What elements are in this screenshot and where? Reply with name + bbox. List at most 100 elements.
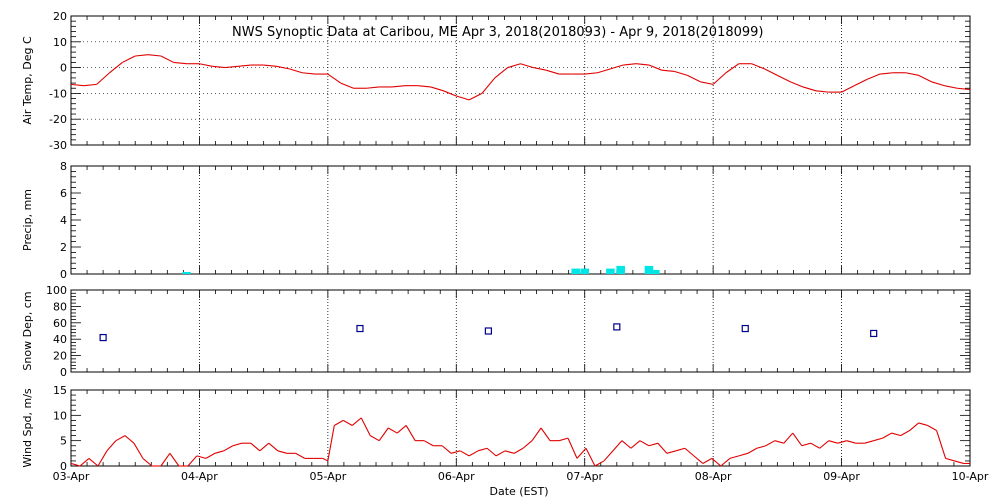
air-temp-line-segment [674,70,688,76]
wind-speed-line-segment [558,437,569,442]
air-temp-line-segment [854,78,868,87]
air-temp-line-segment [327,73,342,84]
y-tick-label: 40 [53,333,67,346]
x-tick-label: 09-Apr [823,470,860,483]
wind-speed-line-segment [891,432,901,437]
air-temp-line-segment [944,85,958,89]
air-temp-line-segment [520,63,534,69]
series-precip [182,265,660,274]
y-axis-label: Snow Dep, cm [21,291,34,370]
wind-speed-line-segment [918,422,928,426]
air-temp-line-segment [777,74,791,83]
wind-speed-line-segment [295,452,306,459]
snow-depth-point [99,333,107,342]
y-axis-label: Precip, mm [21,189,34,251]
wind-speed-line-segment [169,453,180,467]
wind-speed-line-segment [792,432,803,447]
panel-frame [70,165,971,275]
wind-speed-line-segment [133,442,144,459]
wind-speed-line-segment [477,447,488,452]
air-temp-line-segment [815,90,829,93]
x-tick-label: 10-Apr [952,470,989,483]
air-temp-line-segment [289,68,303,74]
air-temp-line-segment [623,63,637,66]
air-temp-line-segment [507,63,521,69]
snow-depth-point [356,324,364,333]
wind-speed-line-segment [954,460,964,464]
wind-speed-line-segment [639,440,650,447]
wind-speed-line-segment [540,427,551,441]
y-tick-label: 10 [53,409,67,422]
wind-speed-line-segment [756,445,766,449]
wind-speed-line-segment [486,447,497,457]
air-temp-line-segment [494,67,509,79]
y-tick-label: 0 [60,366,67,379]
x-tick-label: 04-Apr [181,470,218,483]
wind-speed-line-segment [711,457,722,467]
wind-speed-line-segment [259,442,270,452]
air-temp-line-segment [841,85,855,93]
air-temp-line-segment [109,62,123,74]
air-temp-line-segment [237,64,251,67]
snow-depth-point [613,323,621,331]
air-temp-line-segment [135,54,149,57]
y-tick-label: 0 [60,62,67,75]
wind-speed-line-segment [567,437,578,459]
y-tick-label: 6 [60,187,67,200]
air-temp-line-segment [225,65,239,69]
wind-speed-line-segment [495,450,506,457]
panel-air-temp: 20 10 0 -10 -20 -30 Air Temp, Deg C [21,10,971,152]
wind-speed-line-segment [396,425,407,434]
precip-bar [182,271,191,274]
x-tick-labels: 03-Apr 04-Apr 05-Apr 06-Apr 07-Apr 08-Apr 09-A… [53,470,989,483]
y-tick-label: 100 [46,284,67,297]
wind-speed-line-segment [70,462,81,467]
precip-bar [616,265,625,274]
air-temp-line-segment [160,55,174,63]
wind-speed-line-segment [79,457,90,467]
wind-speed-line-segment [196,455,206,459]
wind-speed-line-segment [97,450,108,467]
snow-depth-point [741,324,749,333]
air-temp-line-segment [302,72,316,75]
wind-speed-line-segment [630,440,641,449]
x-tick-label: 05-Apr [309,470,346,483]
air-temp-line-segment [610,64,624,70]
wind-speed-line-segment [369,435,380,442]
wind-speed-line-segment [873,437,883,442]
air-temp-line-segment [687,74,701,83]
panel-snow-depth: 100 80 60 40 20 0 Snow Dep, cm [21,284,971,379]
air-temp-line-segment [597,68,611,74]
wind-speed-line-segment [423,440,434,447]
precip-bar [580,268,589,274]
wind-speed-line-segment [327,425,335,462]
air-temp-line-segment [880,72,893,75]
wind-speed-line-segment [124,435,135,444]
wind-speed-line-segment [747,447,758,454]
snow-depth-point [870,329,878,338]
air-temp-line-segment [366,86,380,89]
y-tick-label: 2 [60,241,67,254]
air-temp-line-segment [764,68,778,76]
air-temp-line-segment [122,55,136,63]
wind-speed-line-segment [387,427,398,434]
wind-speed-line-segment [277,450,287,454]
air-temp-line-segment [199,63,213,67]
air-temp-line-segment [636,63,649,66]
x-axis-label: Date (EST) [489,485,548,498]
y-axis-label: Air Temp, Deg C [21,36,34,125]
wind-speed-line-segment [576,447,587,459]
wind-speed-line-segment [810,442,821,449]
panel-wind-speed: 15 10 5 0 Wind Spd, m/s [21,384,971,473]
y-tick-label: 0 [60,268,67,281]
y-tick-label: 4 [60,214,67,227]
air-temp-line-segment [456,95,470,101]
y-tick-label: 80 [53,300,67,313]
y-tick-label: -30 [49,139,67,152]
wind-speed-line-segment [268,442,279,452]
air-temp-line-segment [725,63,740,74]
y-tick-label: -20 [49,113,67,126]
air-temp-line-segment [212,65,226,69]
snow-depth-point [484,327,492,335]
